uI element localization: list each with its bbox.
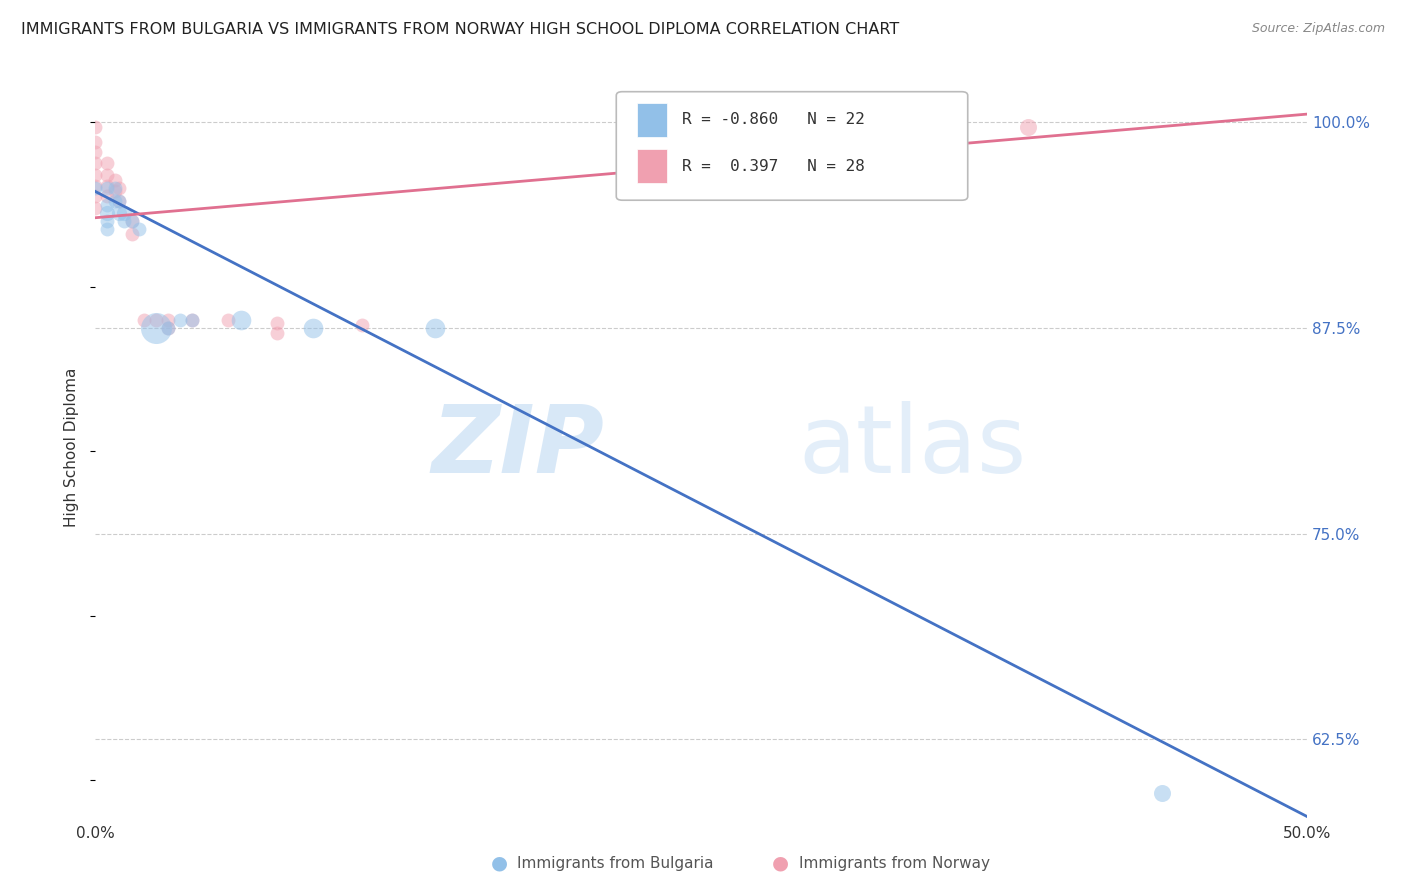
Point <box>108 181 131 195</box>
Point <box>156 321 179 335</box>
Point <box>1017 120 1039 135</box>
Point <box>103 173 125 187</box>
Text: atlas: atlas <box>799 401 1026 493</box>
Point <box>84 168 107 182</box>
Point <box>266 326 288 340</box>
Point <box>96 189 118 203</box>
Point <box>121 214 143 228</box>
Point <box>302 321 325 335</box>
Point <box>350 318 373 332</box>
Point <box>156 312 179 326</box>
Point <box>96 179 118 194</box>
Point <box>1150 787 1173 801</box>
Point <box>84 181 107 195</box>
Point <box>108 206 131 220</box>
Point <box>84 120 107 135</box>
Text: ●: ● <box>491 854 508 872</box>
Text: Immigrants from Bulgaria: Immigrants from Bulgaria <box>517 856 714 871</box>
Bar <box>637 103 668 136</box>
Point <box>84 179 107 194</box>
Point <box>84 145 107 159</box>
Point <box>84 189 107 203</box>
Text: Source: ZipAtlas.com: Source: ZipAtlas.com <box>1251 22 1385 36</box>
Point <box>96 214 118 228</box>
Point <box>103 185 125 199</box>
Bar <box>637 149 668 183</box>
Point <box>156 321 179 335</box>
Text: R =  0.397   N = 28: R = 0.397 N = 28 <box>682 159 865 174</box>
Point <box>84 135 107 149</box>
Point <box>128 222 150 236</box>
Point <box>423 321 446 335</box>
Point <box>96 156 118 170</box>
Point <box>266 316 288 330</box>
Text: IMMIGRANTS FROM BULGARIA VS IMMIGRANTS FROM NORWAY HIGH SCHOOL DIPLOMA CORRELATI: IMMIGRANTS FROM BULGARIA VS IMMIGRANTS F… <box>21 22 900 37</box>
FancyBboxPatch shape <box>616 92 967 200</box>
Point <box>103 194 125 209</box>
Point <box>169 312 191 326</box>
Point <box>84 201 107 215</box>
Y-axis label: High School Diploma: High School Diploma <box>65 368 79 527</box>
Text: ●: ● <box>772 854 789 872</box>
Point <box>108 194 131 209</box>
Point <box>121 227 143 242</box>
Point <box>132 312 155 326</box>
Point <box>96 197 118 211</box>
Point <box>84 156 107 170</box>
Point <box>145 321 167 335</box>
Point <box>96 206 118 220</box>
Point <box>112 214 135 228</box>
Point <box>145 312 167 326</box>
Point <box>218 312 240 326</box>
Point <box>96 222 118 236</box>
Point <box>96 168 118 182</box>
Point <box>229 312 252 326</box>
Point <box>96 181 118 195</box>
Point <box>112 206 135 220</box>
Point <box>108 194 131 209</box>
Point <box>121 214 143 228</box>
Point <box>181 312 204 326</box>
Point <box>181 312 204 326</box>
Text: ZIP: ZIP <box>432 401 605 493</box>
Text: R = -0.860   N = 22: R = -0.860 N = 22 <box>682 112 865 128</box>
Point <box>103 181 125 195</box>
Text: Immigrants from Norway: Immigrants from Norway <box>799 856 990 871</box>
